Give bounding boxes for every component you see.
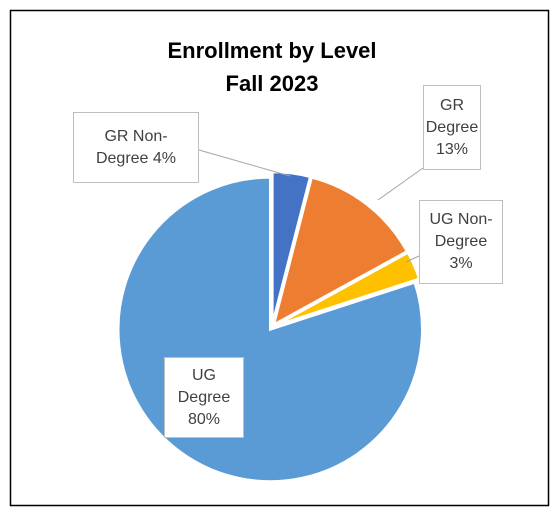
label-value: 4% xyxy=(152,149,177,167)
leader-line xyxy=(405,255,420,263)
pie-slice xyxy=(271,175,409,328)
label-category: UG Non-Degree xyxy=(429,211,493,250)
label-value: 13% xyxy=(435,140,469,158)
data-label: GR Degree 13% xyxy=(423,85,481,170)
leader-line xyxy=(377,167,424,201)
label-category: GR Degree xyxy=(425,96,479,136)
leader-line xyxy=(198,149,291,177)
label-category: UG Degree xyxy=(177,366,231,406)
pie-slice xyxy=(271,170,312,325)
chart-subtitle: Fall 2023 xyxy=(226,71,319,96)
leader-lines xyxy=(198,149,424,263)
label-category: GR Non-Degree xyxy=(95,127,168,167)
label-value: 3% xyxy=(449,255,473,272)
data-label: UG Non-Degree 3% xyxy=(419,200,503,284)
data-label: GR Non-Degree 4% xyxy=(73,112,199,183)
label-value: 80% xyxy=(187,410,221,428)
chart-title: Enrollment by Level xyxy=(167,38,376,63)
data-label: UG Degree 80% xyxy=(164,357,244,438)
frame xyxy=(9,9,550,507)
